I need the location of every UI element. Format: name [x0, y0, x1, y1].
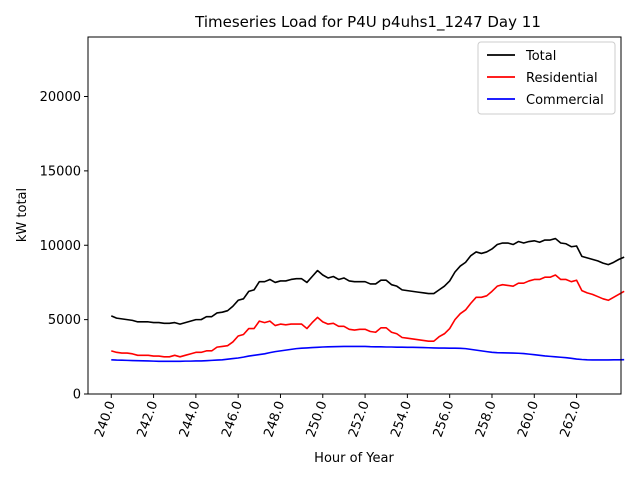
y-axis-label: kW total — [15, 188, 30, 242]
legend-box — [477, 41, 616, 115]
series-layer — [110, 237, 625, 363]
y-tick-label: 0 — [73, 388, 81, 403]
y-tick-label: 5000 — [48, 313, 81, 328]
y-tick-label: 20000 — [40, 90, 81, 105]
legend-label-residential: Residential — [526, 71, 598, 86]
y-axis: 0 5000 10000 15000 20000 — [40, 90, 88, 403]
legend: Total Residential Commercial — [477, 41, 616, 115]
y-tick-label: 15000 — [40, 164, 81, 179]
series-line-total — [110, 237, 625, 325]
legend-label-total: Total — [525, 49, 556, 64]
y-tick-label: 10000 — [40, 239, 81, 254]
series-line-commercial — [111, 345, 625, 363]
legend-label-commercial: Commercial — [526, 93, 604, 108]
series-line-residential — [111, 274, 625, 358]
x-axis-label: Hour of Year — [314, 451, 394, 466]
chart-title: Timeseries Load for P4U p4uhs1_1247 Day … — [194, 13, 541, 32]
plot-frame — [87, 36, 622, 395]
